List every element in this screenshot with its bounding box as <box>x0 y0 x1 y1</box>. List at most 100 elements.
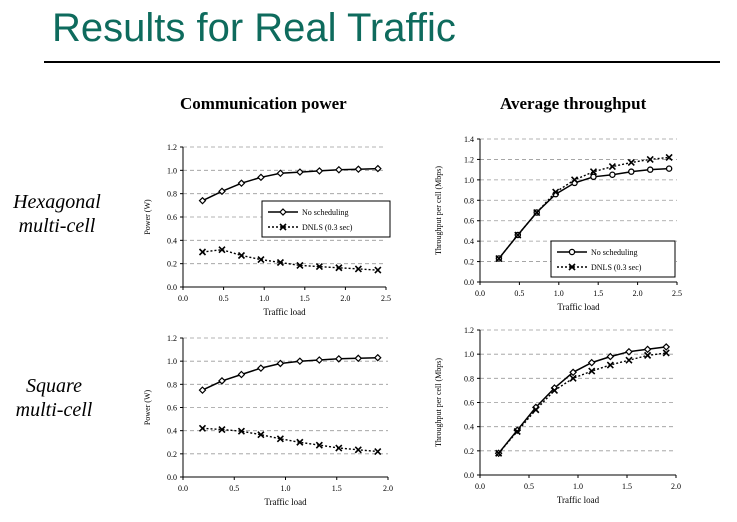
data-point-s0-9 <box>374 164 382 173</box>
series-line-0 <box>202 356 378 391</box>
data-point-s0-8 <box>354 165 363 174</box>
data-point-s0-4 <box>276 169 285 178</box>
data-point-s1-6 <box>315 263 323 271</box>
data-point-s1-3 <box>257 256 265 264</box>
data-point-s1-0 <box>198 424 207 432</box>
x-tick-label: 1.0 <box>554 289 564 298</box>
legend-label-1: DNLS (0.3 sec) <box>302 223 353 232</box>
y-axis-title: Throughput per cell (Mbps) <box>434 358 443 447</box>
data-point-s1-8 <box>354 265 362 273</box>
y-tick-label: 0.0 <box>464 471 474 480</box>
data-point-s0-8 <box>643 345 652 354</box>
row-label-square-line2: multi-cell <box>15 399 93 421</box>
y-tick-label: 0.8 <box>464 196 474 205</box>
y-tick-label: 1.2 <box>167 334 177 343</box>
series-line-0 <box>498 346 667 454</box>
x-tick-label: 1.0 <box>573 482 583 491</box>
row-label-hexagonal-line1: Hexagonal <box>13 191 101 213</box>
row-label-hexagonal-line2: multi-cell <box>18 215 96 237</box>
data-point-s1-7 <box>335 444 343 452</box>
data-point-s0-6 <box>315 356 324 364</box>
data-point-s1-5 <box>296 438 304 446</box>
data-point-s0-7 <box>625 347 633 356</box>
y-axis-title: Power (W) <box>143 199 152 235</box>
y-tick-label: 0.6 <box>167 404 177 413</box>
data-point-s1-4 <box>569 374 577 382</box>
data-point-s0-legend <box>568 248 576 256</box>
data-point-s1-7 <box>335 264 343 272</box>
data-point-s0-4 <box>276 359 285 368</box>
x-tick-label: 0.5 <box>514 289 524 298</box>
legend-label-0: No scheduling <box>302 208 348 217</box>
data-point-s0-9 <box>665 165 673 172</box>
data-point-s0-2 <box>237 179 246 188</box>
x-tick-label: 1.5 <box>622 482 632 491</box>
data-point-s1-0 <box>198 248 207 256</box>
data-point-s0-2 <box>237 370 246 379</box>
legend-box <box>261 200 391 238</box>
data-point-s1-5 <box>296 261 304 269</box>
row-label-square: Square multi-cell <box>0 374 114 422</box>
data-point-s1-legend <box>568 263 576 271</box>
y-tick-label: 1.2 <box>464 326 474 335</box>
column-header-throughput: Average throughput <box>500 94 647 113</box>
y-tick-label: 0.4 <box>464 237 474 246</box>
slide-title: Results for Real Traffic <box>52 6 456 50</box>
x-tick-label: 2.0 <box>383 484 393 493</box>
x-tick-label: 2.0 <box>633 289 643 298</box>
data-point-s1-8 <box>354 446 362 454</box>
y-axis-title: Power (W) <box>143 390 152 426</box>
data-point-s1-6 <box>606 361 614 369</box>
y-tick-label: 1.0 <box>167 357 177 366</box>
y-tick-label: 0.0 <box>167 283 177 292</box>
data-point-s1-9 <box>374 447 382 456</box>
data-point-s1-3 <box>257 431 265 439</box>
data-point-s1-5 <box>588 367 596 375</box>
x-axis-title: Traffic load <box>557 495 600 505</box>
x-tick-label: 0.0 <box>178 484 188 493</box>
data-point-s0-3 <box>257 364 265 372</box>
y-tick-label: 0.4 <box>464 423 474 432</box>
data-point-s0-7 <box>335 165 343 174</box>
column-header-power: Communication power <box>180 94 347 113</box>
y-tick-label: 0.2 <box>167 260 177 269</box>
data-point-s0-3 <box>257 173 265 182</box>
data-point-s1-1 <box>218 246 226 254</box>
series-line-1 <box>498 156 670 259</box>
data-point-s0-5 <box>587 358 596 367</box>
data-point-s0-8 <box>646 166 654 173</box>
data-point-s1-9 <box>662 349 670 357</box>
x-tick-label: 1.5 <box>332 484 342 493</box>
data-point-s1-6 <box>608 163 616 171</box>
data-point-s0-legend <box>279 208 287 216</box>
x-axis-title: Traffic load <box>263 307 306 317</box>
data-point-s0-8 <box>354 354 363 363</box>
data-point-s1-legend <box>279 223 287 231</box>
data-point-s1-7 <box>627 158 635 167</box>
x-axis-title: Traffic load <box>264 497 307 507</box>
data-point-s0-6 <box>609 171 616 179</box>
legend-label-0: No scheduling <box>591 248 637 257</box>
y-tick-label: 0.4 <box>167 236 177 245</box>
x-tick-label: 1.0 <box>259 294 269 303</box>
y-tick-label: 1.0 <box>464 176 474 185</box>
row-label-square-line1: Square <box>26 375 82 397</box>
data-point-s0-7 <box>628 168 635 175</box>
data-point-s0-5 <box>590 173 597 181</box>
data-point-s0-9 <box>373 353 382 362</box>
data-point-s1-0 <box>495 254 503 263</box>
y-tick-label: 0.0 <box>167 473 177 482</box>
x-tick-label: 1.5 <box>300 294 310 303</box>
data-point-s1-1 <box>514 231 522 239</box>
data-point-s1-3 <box>552 188 560 196</box>
data-point-s0-6 <box>606 352 615 361</box>
data-point-s1-8 <box>644 351 652 359</box>
y-tick-label: 1.4 <box>464 135 474 144</box>
y-tick-label: 0.0 <box>464 278 474 287</box>
power-chart-hexagonal: 0.0 0.2 0.4 0.6 0.8 1.0 1.2 0.0 0.5 1.0 1.5 2.0 2.5 T… <box>143 143 391 317</box>
y-tick-label: 1.0 <box>464 350 474 359</box>
legend-label-1: DNLS (0.3 sec) <box>591 263 642 272</box>
y-tick-label: 0.8 <box>167 380 177 389</box>
data-point-s0-1 <box>218 377 226 385</box>
data-point-s1-4 <box>276 435 284 443</box>
